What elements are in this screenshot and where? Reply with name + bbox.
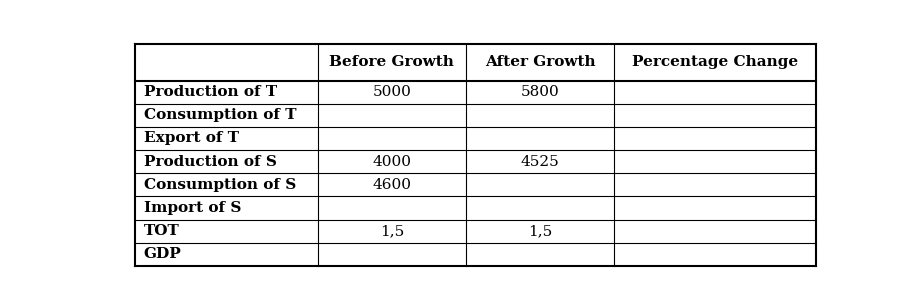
Text: Percentage Change: Percentage Change (631, 55, 797, 69)
Text: 4600: 4600 (372, 178, 411, 192)
Text: Before Growth: Before Growth (329, 55, 454, 69)
Text: 5000: 5000 (372, 85, 411, 99)
Text: Production of T: Production of T (144, 85, 277, 99)
Text: After Growth: After Growth (485, 55, 595, 69)
Text: Export of T: Export of T (144, 131, 239, 146)
Text: GDP: GDP (144, 247, 181, 261)
Text: Consumption of T: Consumption of T (144, 108, 296, 122)
Text: 5800: 5800 (520, 85, 559, 99)
Text: 1,5: 1,5 (379, 224, 404, 238)
Text: Consumption of S: Consumption of S (144, 178, 295, 192)
Text: 4000: 4000 (372, 155, 411, 169)
Text: 4525: 4525 (520, 155, 559, 169)
Text: 1,5: 1,5 (527, 224, 552, 238)
Text: Import of S: Import of S (144, 201, 241, 215)
Text: Production of S: Production of S (144, 155, 276, 169)
Text: TOT: TOT (144, 224, 179, 238)
